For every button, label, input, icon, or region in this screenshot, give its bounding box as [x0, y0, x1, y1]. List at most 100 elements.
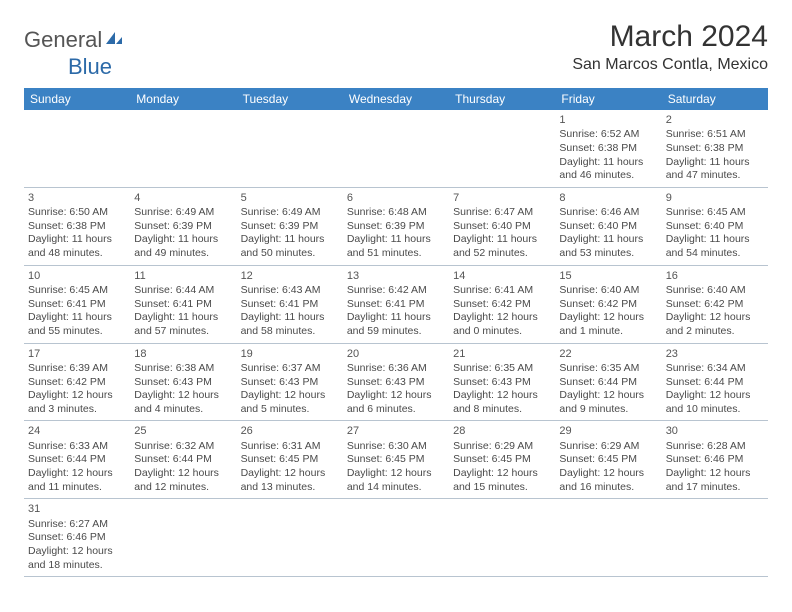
day-detail: Daylight: 11 hours: [134, 233, 232, 247]
calendar-cell: 28Sunrise: 6:29 AMSunset: 6:45 PMDayligh…: [449, 421, 555, 499]
day-detail: and 18 minutes.: [28, 559, 126, 573]
day-number: 31: [28, 502, 126, 516]
calendar-week: 1Sunrise: 6:52 AMSunset: 6:38 PMDaylight…: [24, 110, 768, 187]
day-detail: Sunrise: 6:38 AM: [134, 362, 232, 376]
day-number: 10: [28, 269, 126, 283]
day-detail: Sunrise: 6:39 AM: [28, 362, 126, 376]
day-detail: Sunset: 6:40 PM: [453, 220, 551, 234]
day-detail: and 5 minutes.: [241, 403, 339, 417]
day-header: Thursday: [449, 88, 555, 110]
day-number: 16: [666, 269, 764, 283]
calendar-cell: [555, 499, 661, 577]
day-detail: Sunrise: 6:27 AM: [28, 518, 126, 532]
calendar-cell: [449, 110, 555, 187]
day-detail: Daylight: 12 hours: [666, 389, 764, 403]
day-detail: Daylight: 11 hours: [347, 233, 445, 247]
calendar-cell: [130, 499, 236, 577]
day-detail: Sunrise: 6:51 AM: [666, 128, 764, 142]
day-detail: and 50 minutes.: [241, 247, 339, 261]
day-detail: and 53 minutes.: [559, 247, 657, 261]
day-detail: Daylight: 12 hours: [559, 467, 657, 481]
calendar-cell: [343, 110, 449, 187]
day-number: 6: [347, 191, 445, 205]
day-detail: Sunset: 6:44 PM: [559, 376, 657, 390]
day-number: 11: [134, 269, 232, 283]
day-detail: Sunset: 6:45 PM: [347, 453, 445, 467]
day-detail: Sunset: 6:42 PM: [28, 376, 126, 390]
day-detail: Sunrise: 6:36 AM: [347, 362, 445, 376]
calendar-cell: 5Sunrise: 6:49 AMSunset: 6:39 PMDaylight…: [237, 187, 343, 265]
calendar-cell: [130, 110, 236, 187]
day-detail: Daylight: 11 hours: [559, 233, 657, 247]
day-detail: Sunset: 6:45 PM: [453, 453, 551, 467]
day-detail: Sunrise: 6:49 AM: [241, 206, 339, 220]
calendar-cell: 14Sunrise: 6:41 AMSunset: 6:42 PMDayligh…: [449, 265, 555, 343]
day-detail: Daylight: 11 hours: [241, 311, 339, 325]
day-number: 19: [241, 347, 339, 361]
day-detail: and 0 minutes.: [453, 325, 551, 339]
calendar-week: 10Sunrise: 6:45 AMSunset: 6:41 PMDayligh…: [24, 265, 768, 343]
calendar-cell: 23Sunrise: 6:34 AMSunset: 6:44 PMDayligh…: [662, 343, 768, 421]
location-label: San Marcos Contla, Mexico: [572, 56, 768, 74]
day-detail: and 49 minutes.: [134, 247, 232, 261]
day-detail: Sunrise: 6:41 AM: [453, 284, 551, 298]
calendar-cell: [24, 110, 130, 187]
day-detail: Sunrise: 6:30 AM: [347, 440, 445, 454]
day-detail: Sunset: 6:38 PM: [666, 142, 764, 156]
day-detail: Sunrise: 6:48 AM: [347, 206, 445, 220]
day-number: 12: [241, 269, 339, 283]
day-number: 27: [347, 424, 445, 438]
day-number: 21: [453, 347, 551, 361]
day-detail: Daylight: 12 hours: [559, 311, 657, 325]
day-detail: and 52 minutes.: [453, 247, 551, 261]
day-detail: Sunrise: 6:29 AM: [453, 440, 551, 454]
calendar-week: 17Sunrise: 6:39 AMSunset: 6:42 PMDayligh…: [24, 343, 768, 421]
day-detail: and 8 minutes.: [453, 403, 551, 417]
day-detail: and 4 minutes.: [134, 403, 232, 417]
calendar-cell: 27Sunrise: 6:30 AMSunset: 6:45 PMDayligh…: [343, 421, 449, 499]
day-detail: Daylight: 12 hours: [241, 389, 339, 403]
day-detail: Sunset: 6:42 PM: [559, 298, 657, 312]
day-detail: Daylight: 11 hours: [28, 311, 126, 325]
day-header: Friday: [555, 88, 661, 110]
day-detail: Daylight: 11 hours: [559, 156, 657, 170]
day-number: 26: [241, 424, 339, 438]
calendar-cell: 7Sunrise: 6:47 AMSunset: 6:40 PMDaylight…: [449, 187, 555, 265]
day-detail: Daylight: 11 hours: [28, 233, 126, 247]
day-detail: Sunset: 6:46 PM: [28, 531, 126, 545]
day-detail: and 16 minutes.: [559, 481, 657, 495]
day-number: 18: [134, 347, 232, 361]
day-detail: and 47 minutes.: [666, 169, 764, 183]
day-number: 7: [453, 191, 551, 205]
calendar-cell: 18Sunrise: 6:38 AMSunset: 6:43 PMDayligh…: [130, 343, 236, 421]
calendar-cell: [237, 110, 343, 187]
day-detail: and 59 minutes.: [347, 325, 445, 339]
day-detail: and 51 minutes.: [347, 247, 445, 261]
day-detail: and 3 minutes.: [28, 403, 126, 417]
calendar-cell: 25Sunrise: 6:32 AMSunset: 6:44 PMDayligh…: [130, 421, 236, 499]
calendar-table: SundayMondayTuesdayWednesdayThursdayFrid…: [24, 88, 768, 577]
calendar-week: 31Sunrise: 6:27 AMSunset: 6:46 PMDayligh…: [24, 499, 768, 577]
day-number: 29: [559, 424, 657, 438]
day-detail: Sunset: 6:38 PM: [28, 220, 126, 234]
day-detail: Sunrise: 6:31 AM: [241, 440, 339, 454]
day-number: 23: [666, 347, 764, 361]
day-detail: and 9 minutes.: [559, 403, 657, 417]
day-detail: Sunset: 6:44 PM: [134, 453, 232, 467]
calendar-cell: 19Sunrise: 6:37 AMSunset: 6:43 PMDayligh…: [237, 343, 343, 421]
day-number: 2: [666, 113, 764, 127]
calendar-cell: 9Sunrise: 6:45 AMSunset: 6:40 PMDaylight…: [662, 187, 768, 265]
calendar-cell: 8Sunrise: 6:46 AMSunset: 6:40 PMDaylight…: [555, 187, 661, 265]
day-detail: Sunset: 6:41 PM: [347, 298, 445, 312]
calendar-cell: [449, 499, 555, 577]
day-detail: Daylight: 12 hours: [666, 467, 764, 481]
day-detail: Sunset: 6:38 PM: [559, 142, 657, 156]
day-detail: Sunrise: 6:29 AM: [559, 440, 657, 454]
day-number: 5: [241, 191, 339, 205]
day-detail: Sunset: 6:45 PM: [241, 453, 339, 467]
day-detail: and 6 minutes.: [347, 403, 445, 417]
day-detail: Daylight: 12 hours: [453, 389, 551, 403]
day-detail: Sunset: 6:43 PM: [453, 376, 551, 390]
day-detail: Sunset: 6:44 PM: [28, 453, 126, 467]
day-detail: Sunrise: 6:28 AM: [666, 440, 764, 454]
